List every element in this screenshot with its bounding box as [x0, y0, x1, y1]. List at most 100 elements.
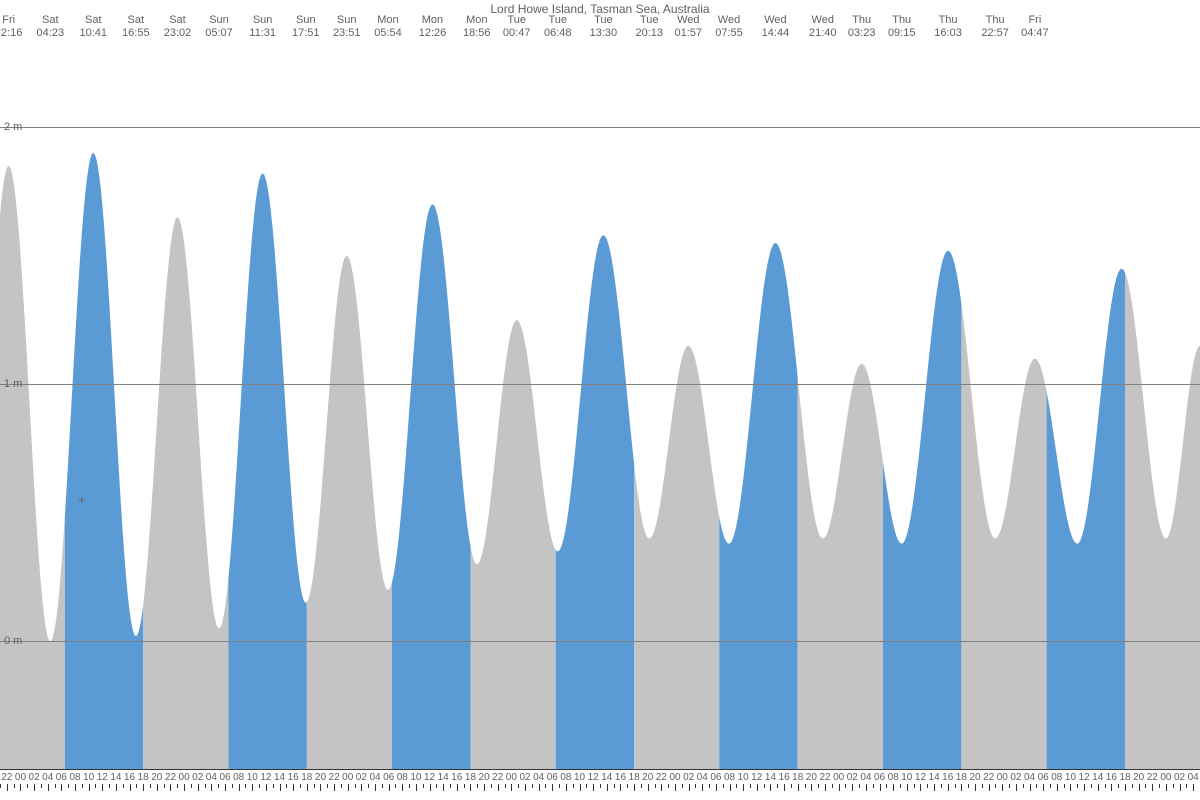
- y-gridline: [0, 384, 1200, 385]
- x-tick: [1111, 784, 1112, 791]
- tide-segment-night: [634, 346, 719, 770]
- x-tick: [1098, 784, 1099, 791]
- x-hour-label: 20: [479, 772, 490, 783]
- x-tick: [136, 784, 137, 788]
- x-tick: [334, 784, 335, 791]
- tide-segment-day: [228, 173, 306, 770]
- x-tick: [1023, 784, 1024, 788]
- tide-segment-night: [798, 364, 883, 770]
- x-hour-label: 10: [410, 772, 421, 783]
- x-hour-label: 14: [765, 772, 776, 783]
- x-tick: [211, 784, 212, 791]
- extrema-label: Sat16:55: [122, 14, 150, 40]
- x-tick: [961, 784, 962, 791]
- x-tick: [545, 784, 546, 788]
- x-hour-label: 02: [519, 772, 530, 783]
- x-hour-label: 12: [588, 772, 599, 783]
- x-tick: [1186, 784, 1187, 788]
- x-tick: [41, 784, 42, 788]
- extrema-label: Mon12:26: [419, 14, 447, 40]
- x-hour-label: 04: [42, 772, 53, 783]
- x-tick: [634, 784, 635, 791]
- x-hour-label: 20: [642, 772, 653, 783]
- x-tick: [934, 784, 935, 791]
- x-tick: [293, 784, 294, 791]
- x-tick: [252, 784, 253, 791]
- x-tick: [539, 784, 540, 791]
- x-hour-label: 00: [833, 772, 844, 783]
- x-tick: [273, 784, 274, 788]
- x-tick: [702, 784, 703, 791]
- x-tick: [443, 784, 444, 791]
- x-hour-label: 00: [1160, 772, 1171, 783]
- x-tick: [839, 784, 840, 791]
- x-tick: [620, 784, 621, 791]
- tide-segment-night: [961, 304, 1046, 770]
- y-axis-label: 2 m: [4, 121, 22, 133]
- extrema-label: Sat23:02: [164, 14, 192, 40]
- x-tick: [866, 784, 867, 791]
- x-hour-label: 04: [369, 772, 380, 783]
- x-tick: [914, 784, 915, 788]
- tide-segment-night: [471, 320, 556, 770]
- x-hour-label: 22: [1, 772, 12, 783]
- x-tick: [1002, 784, 1003, 791]
- x-tick: [1077, 784, 1078, 788]
- x-tick: [948, 784, 949, 791]
- x-tick: [511, 784, 512, 791]
- extrema-label: Tue06:48: [544, 14, 572, 40]
- x-tick: [130, 784, 131, 791]
- x-tick: [709, 784, 710, 788]
- x-tick: [1105, 784, 1106, 788]
- x-hour-label: 06: [547, 772, 558, 783]
- x-tick: [941, 784, 942, 788]
- x-tick: [859, 784, 860, 788]
- x-tick: [382, 784, 383, 788]
- x-tick: [873, 784, 874, 788]
- x-hour-label: 22: [819, 772, 830, 783]
- x-tick: [757, 784, 758, 791]
- x-hour-label: 16: [615, 772, 626, 783]
- x-hour-label: 18: [301, 772, 312, 783]
- tide-segment-night: [1125, 273, 1200, 771]
- x-tick: [627, 784, 628, 788]
- x-tick: [314, 784, 315, 788]
- x-tick: [648, 784, 649, 791]
- x-tick: [1132, 784, 1133, 788]
- tide-segment-day: [392, 204, 471, 770]
- x-tick: [484, 784, 485, 791]
- x-tick: [995, 784, 996, 788]
- x-tick: [593, 784, 594, 791]
- x-hour-label: 22: [1147, 772, 1158, 783]
- x-hour-label: 22: [492, 772, 503, 783]
- x-hour-label: 14: [274, 772, 285, 783]
- extrema-label: Thu03:23: [848, 14, 876, 40]
- x-tick: [784, 784, 785, 791]
- tide-segment-day: [883, 251, 961, 770]
- x-hour-label: 00: [179, 772, 190, 783]
- x-tick: [580, 784, 581, 791]
- x-tick: [641, 784, 642, 788]
- x-tick: [723, 784, 724, 788]
- x-hour-label: 06: [874, 772, 885, 783]
- x-tick: [1084, 784, 1085, 791]
- x-hour-label: 16: [1106, 772, 1117, 783]
- x-tick: [661, 784, 662, 791]
- x-tick: [586, 784, 587, 788]
- x-tick: [341, 784, 342, 788]
- x-hour-label: 10: [574, 772, 585, 783]
- x-tick: [1145, 784, 1146, 788]
- x-tick: [402, 784, 403, 791]
- x-tick: [811, 784, 812, 791]
- x-tick: [886, 784, 887, 788]
- x-tick: [150, 784, 151, 788]
- x-hour-label: 04: [860, 772, 871, 783]
- x-tick: [1125, 784, 1126, 791]
- x-tick: [525, 784, 526, 791]
- tide-segment-day: [65, 153, 143, 770]
- tide-segment-day: [1047, 269, 1125, 770]
- x-hour-label: 04: [697, 772, 708, 783]
- x-hour-label: 22: [329, 772, 340, 783]
- x-hour-label: 00: [342, 772, 353, 783]
- x-hour-label: 14: [929, 772, 940, 783]
